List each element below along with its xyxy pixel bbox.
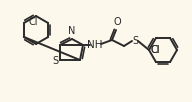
Text: Cl: Cl [29,17,38,27]
Text: NH: NH [87,40,103,50]
Text: N: N [68,26,76,35]
Text: Cl: Cl [150,45,160,55]
Text: Cl: Cl [150,45,160,55]
Text: O: O [113,17,121,27]
Text: S: S [132,36,138,46]
Text: S: S [52,56,58,66]
